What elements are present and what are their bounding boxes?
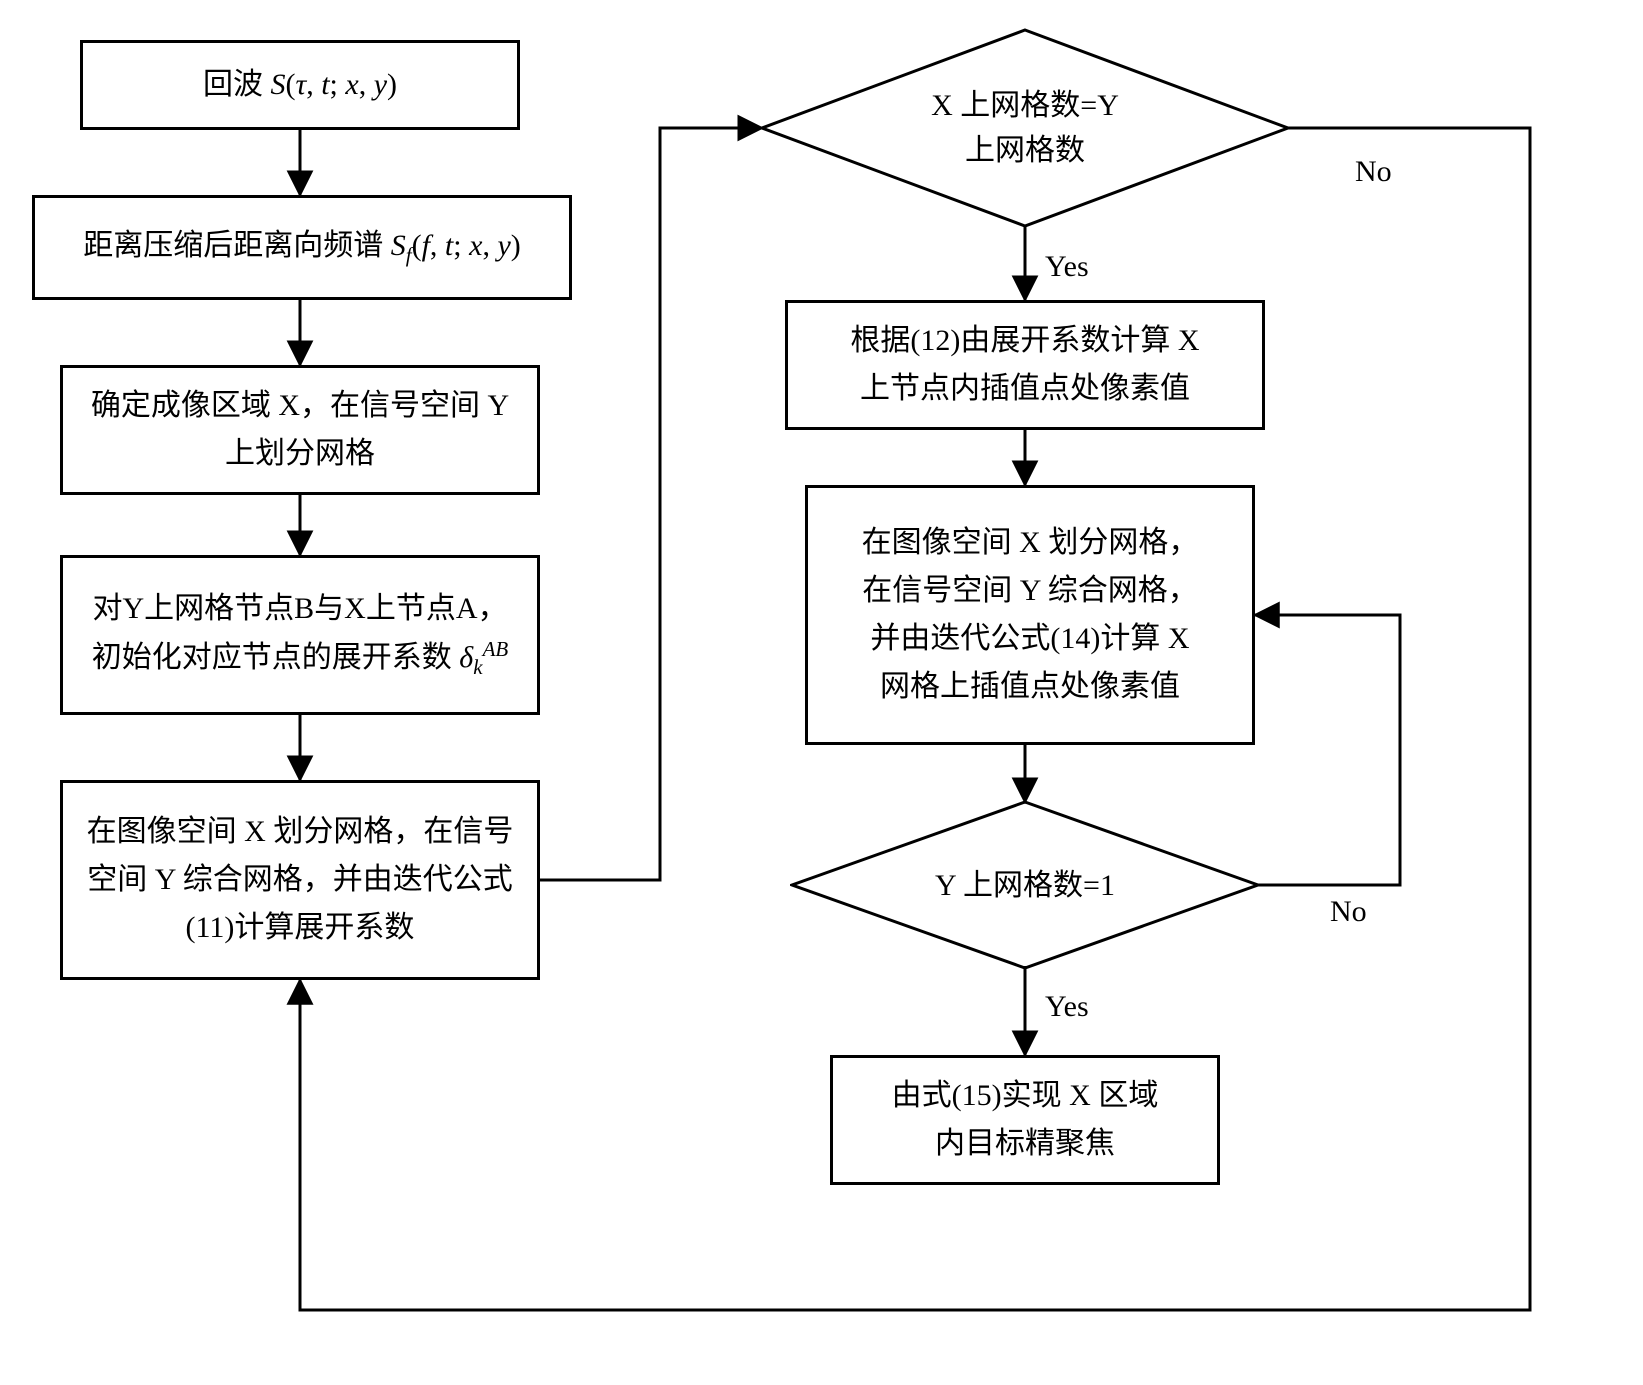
label-no2: No [1330,895,1367,929]
node-n2-label: 距离压缩后距离向频谱 Sf(f, t; x, y) [83,222,521,273]
node-n2: 距离压缩后距离向频谱 Sf(f, t; x, y) [32,195,572,300]
node-n5: 在图像空间 X 划分网格，在信号空间 Y 综合网格，并由迭代公式(11)计算展开… [60,780,540,980]
node-n4: 对Y上网格节点B与X上节点A，初始化对应节点的展开系数 δkAB [60,555,540,715]
node-n6: 根据(12)由展开系数计算 X上节点内插值点处像素值 [785,300,1265,430]
node-d1: X 上网格数=Y上网格数 [760,28,1290,228]
node-n4-label: 对Y上网格节点B与X上节点A，初始化对应节点的展开系数 δkAB [92,585,508,685]
node-n7-label: 在图像空间 X 划分网格，在信号空间 Y 综合网格，并由迭代公式(14)计算 X… [862,519,1199,711]
node-d1-label: X 上网格数=Y上网格数 [760,28,1290,228]
node-n5-label: 在图像空间 X 划分网格，在信号空间 Y 综合网格，并由迭代公式(11)计算展开… [87,808,514,952]
node-n1: 回波 S(τ, t; x, y) [80,40,520,130]
edge-d2-loop [1255,615,1400,885]
node-n8-label: 由式(15)实现 X 区域内目标精聚焦 [892,1072,1159,1168]
node-n1-label: 回波 S(τ, t; x, y) [203,61,397,109]
node-n7: 在图像空间 X 划分网格，在信号空间 Y 综合网格，并由迭代公式(14)计算 X… [805,485,1255,745]
label-yes1: Yes [1045,250,1089,284]
flowchart-canvas: 回波 S(τ, t; x, y) 距离压缩后距离向频谱 Sf(f, t; x, … [0,0,1643,1385]
node-n6-label: 根据(12)由展开系数计算 X上节点内插值点处像素值 [850,317,1199,413]
label-yes2: Yes [1045,990,1089,1024]
node-d2-label: Y 上网格数=1 [790,800,1260,970]
edge-n5-d1 [540,128,762,880]
node-n3: 确定成像区域 X，在信号空间 Y上划分网格 [60,365,540,495]
label-no1: No [1355,155,1392,189]
node-n8: 由式(15)实现 X 区域内目标精聚焦 [830,1055,1220,1185]
node-d2: Y 上网格数=1 [790,800,1260,970]
node-n3-label: 确定成像区域 X，在信号空间 Y上划分网格 [91,382,509,478]
